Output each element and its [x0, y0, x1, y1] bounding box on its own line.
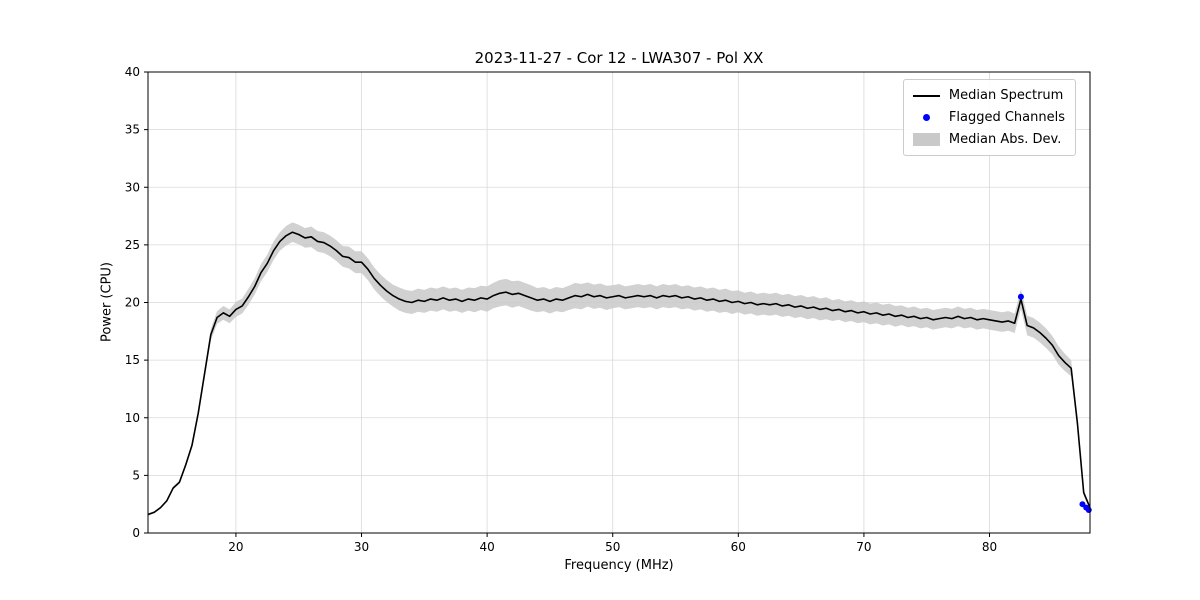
line-sample-icon — [912, 94, 940, 97]
y-tick-label: 5 — [132, 468, 140, 482]
legend-line-swatch — [912, 94, 940, 97]
legend-entry-median-spectrum: Median Spectrum — [912, 87, 1065, 104]
dot-sample-icon — [922, 114, 930, 121]
x-tick-label: 80 — [982, 540, 997, 554]
chart-title: 2023-11-27 - Cor 12 - LWA307 - Pol XX — [474, 49, 764, 67]
y-tick-label: 30 — [125, 180, 140, 194]
legend-label-median-spectrum: Median Spectrum — [948, 88, 1064, 103]
median-spectrum-line — [147, 231, 1091, 516]
y-tick-label: 0 — [132, 526, 140, 540]
patch-sample-icon — [912, 133, 940, 146]
x-tick-label: 50 — [605, 540, 620, 554]
y-axis-label: Power (CPU) — [99, 261, 115, 343]
y-tick-label: 25 — [125, 238, 140, 252]
x-axis-label: Frequency (MHz) — [564, 558, 674, 573]
legend-entry-flagged-channels: Flagged Channels — [913, 109, 1065, 126]
x-tick-label: 60 — [731, 540, 746, 554]
y-tick-label: 10 — [125, 411, 140, 425]
legend-dot-swatch — [913, 114, 940, 121]
y-tick-label: 40 — [125, 65, 140, 79]
x-tick-label: 30 — [354, 540, 369, 554]
legend-entry-median-abs-dev: Median Abs. Dev. — [912, 131, 1065, 148]
flagged-channel-point — [1017, 293, 1024, 300]
x-tick-label: 70 — [856, 540, 871, 554]
flagged-channel-point — [1085, 506, 1092, 513]
y-tick-label: 20 — [125, 296, 140, 310]
legend-label-flagged-channels: Flagged Channels — [948, 110, 1065, 125]
legend-patch-swatch — [912, 133, 940, 146]
x-tick-label: 40 — [479, 540, 494, 554]
x-tick-label: 20 — [228, 540, 243, 554]
y-tick-label: 35 — [125, 123, 140, 137]
legend-label-median-abs-dev: Median Abs. Dev. — [948, 132, 1062, 147]
legend: Median Spectrum Flagged Channels Median … — [902, 79, 1076, 156]
y-tick-label: 15 — [125, 353, 140, 367]
mad-band — [148, 222, 1090, 516]
